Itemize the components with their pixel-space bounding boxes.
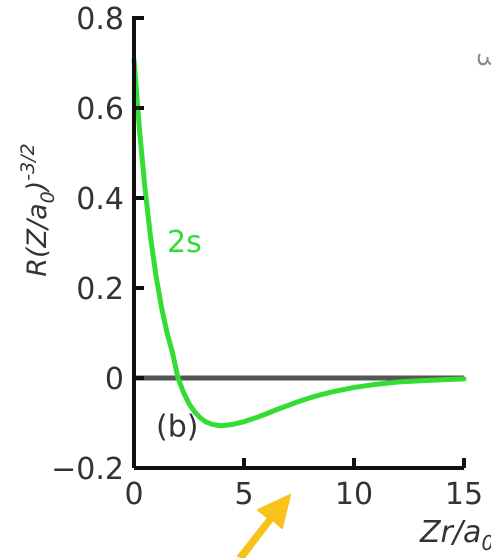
arrow-shape [237, 494, 291, 558]
y-tick-label: 0.2 [76, 272, 124, 307]
y-tick-label: 0.6 [76, 92, 124, 127]
x-tick-label: 5 [234, 477, 253, 512]
y-tick-label: 0.4 [76, 182, 124, 217]
panel-label: (b) [156, 410, 198, 445]
pointer-arrow-icon [237, 494, 291, 558]
y-tick-label: 0 [105, 362, 124, 397]
series-line-2s [131, 57, 467, 429]
y-tick-label: −0.2 [51, 452, 124, 487]
series-annotation: 2s [167, 225, 202, 260]
x-axis-label: Zr/a0 [419, 515, 491, 555]
y-tick-label: 0.8 [76, 2, 124, 37]
x-tick-label: 15 [445, 477, 483, 512]
y-axis-label: R(Z/a0)-3/2 [17, 143, 59, 277]
x-tick-label: 10 [335, 477, 373, 512]
x-tick-label: 0 [124, 477, 143, 512]
tick-labels-group: −0.200.20.40.60.80 5 10 15 [51, 2, 483, 512]
axes-group [132, 16, 466, 470]
series-group [131, 57, 467, 429]
axis-labels-group: R(Z/a0)-3/2 Zr/a0 [17, 143, 491, 555]
edge-text: 3 [472, 52, 491, 67]
annotations-group: 2s (b) [156, 225, 202, 445]
